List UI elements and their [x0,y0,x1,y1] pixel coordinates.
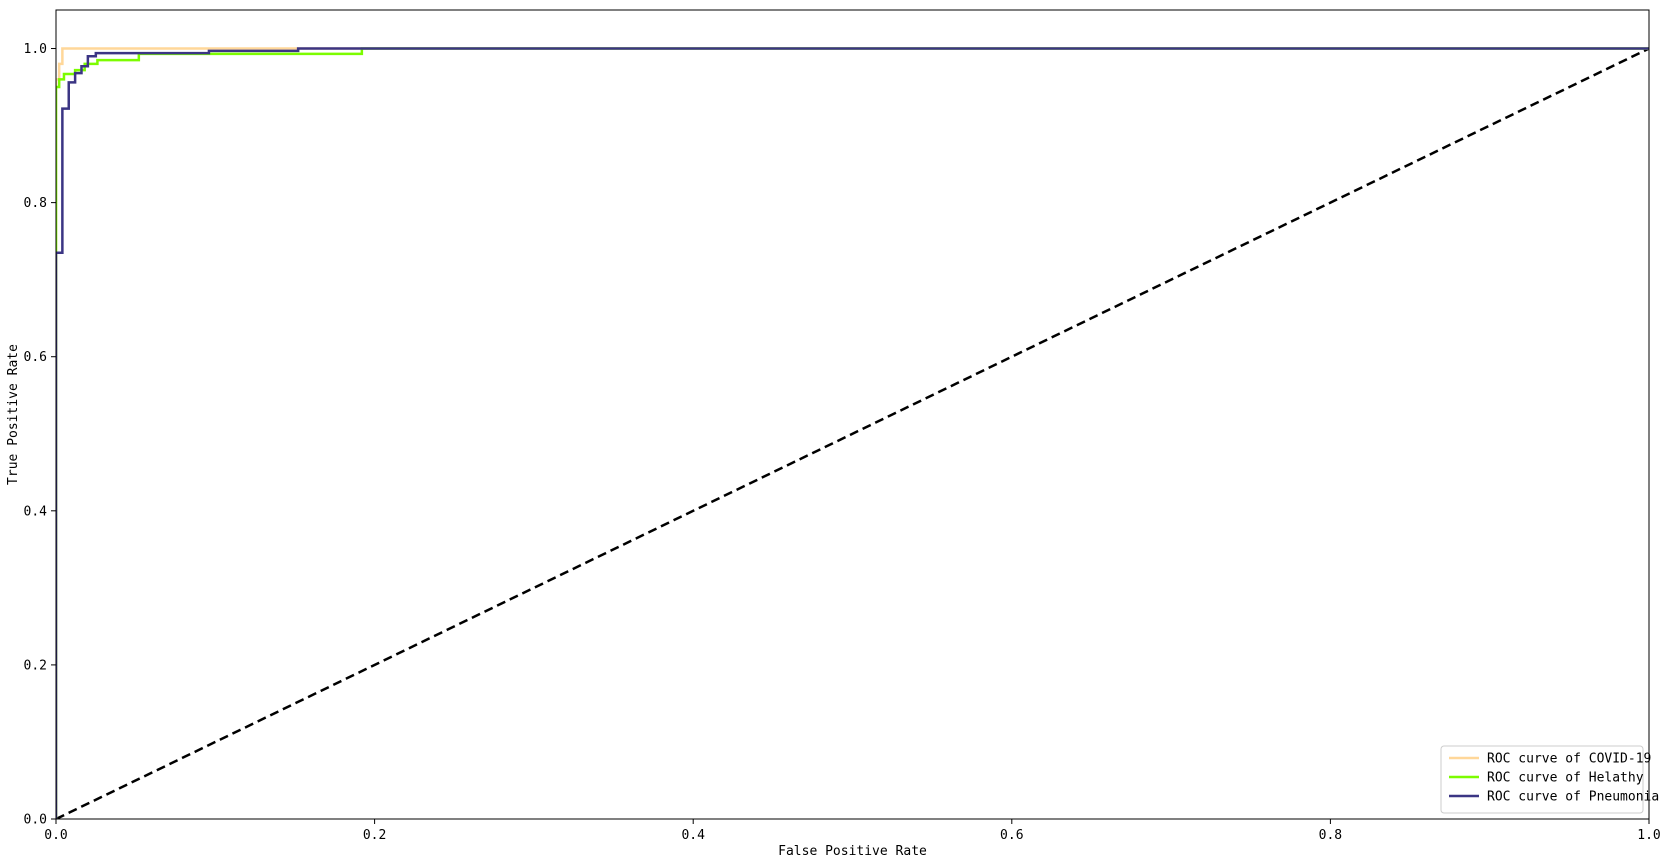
series-line-3 [56,47,1649,819]
x-tick-label: 0.4 [681,828,705,843]
y-axis-label: True Positive Rate [6,344,21,485]
y-tick-label: 0.2 [24,658,47,673]
plot-area [56,47,1649,819]
legend-box [1440,745,1644,814]
diagonal-reference-line [56,47,1649,819]
x-axis-label: False Positive Rate [778,844,927,855]
x-tick-label: 0.8 [1319,828,1342,843]
axis-ticks: 0.0 0.2 0.4 0.6 0.8 1.0 0.0 0.2 0.4 0.6 0.8 1.0 [24,42,1661,843]
x-tick-label: 0.2 [363,828,386,843]
legend-label-3: ROC curve of Pneumonia [1487,790,1659,805]
y-tick-label: 0.8 [24,196,47,211]
y-tick-label: 0.4 [24,504,48,519]
y-tick-label: 0.6 [24,350,47,365]
x-tick-label: 0.0 [44,828,67,843]
legend-label-1: ROC curve of COVID-19 [1487,752,1651,767]
x-tick-label: 1.0 [1637,828,1660,843]
y-tick-label: 0.0 [24,813,47,828]
plot-frame [55,9,1650,820]
legend-label-2: ROC curve of Helathy [1487,771,1644,786]
legend: ROC curve of COVID-19 ROC curve of Helath… [1440,745,1659,814]
x-tick-label: 0.6 [1000,828,1023,843]
y-tick-label: 1.0 [24,42,47,57]
series-line-1 [56,47,1649,819]
